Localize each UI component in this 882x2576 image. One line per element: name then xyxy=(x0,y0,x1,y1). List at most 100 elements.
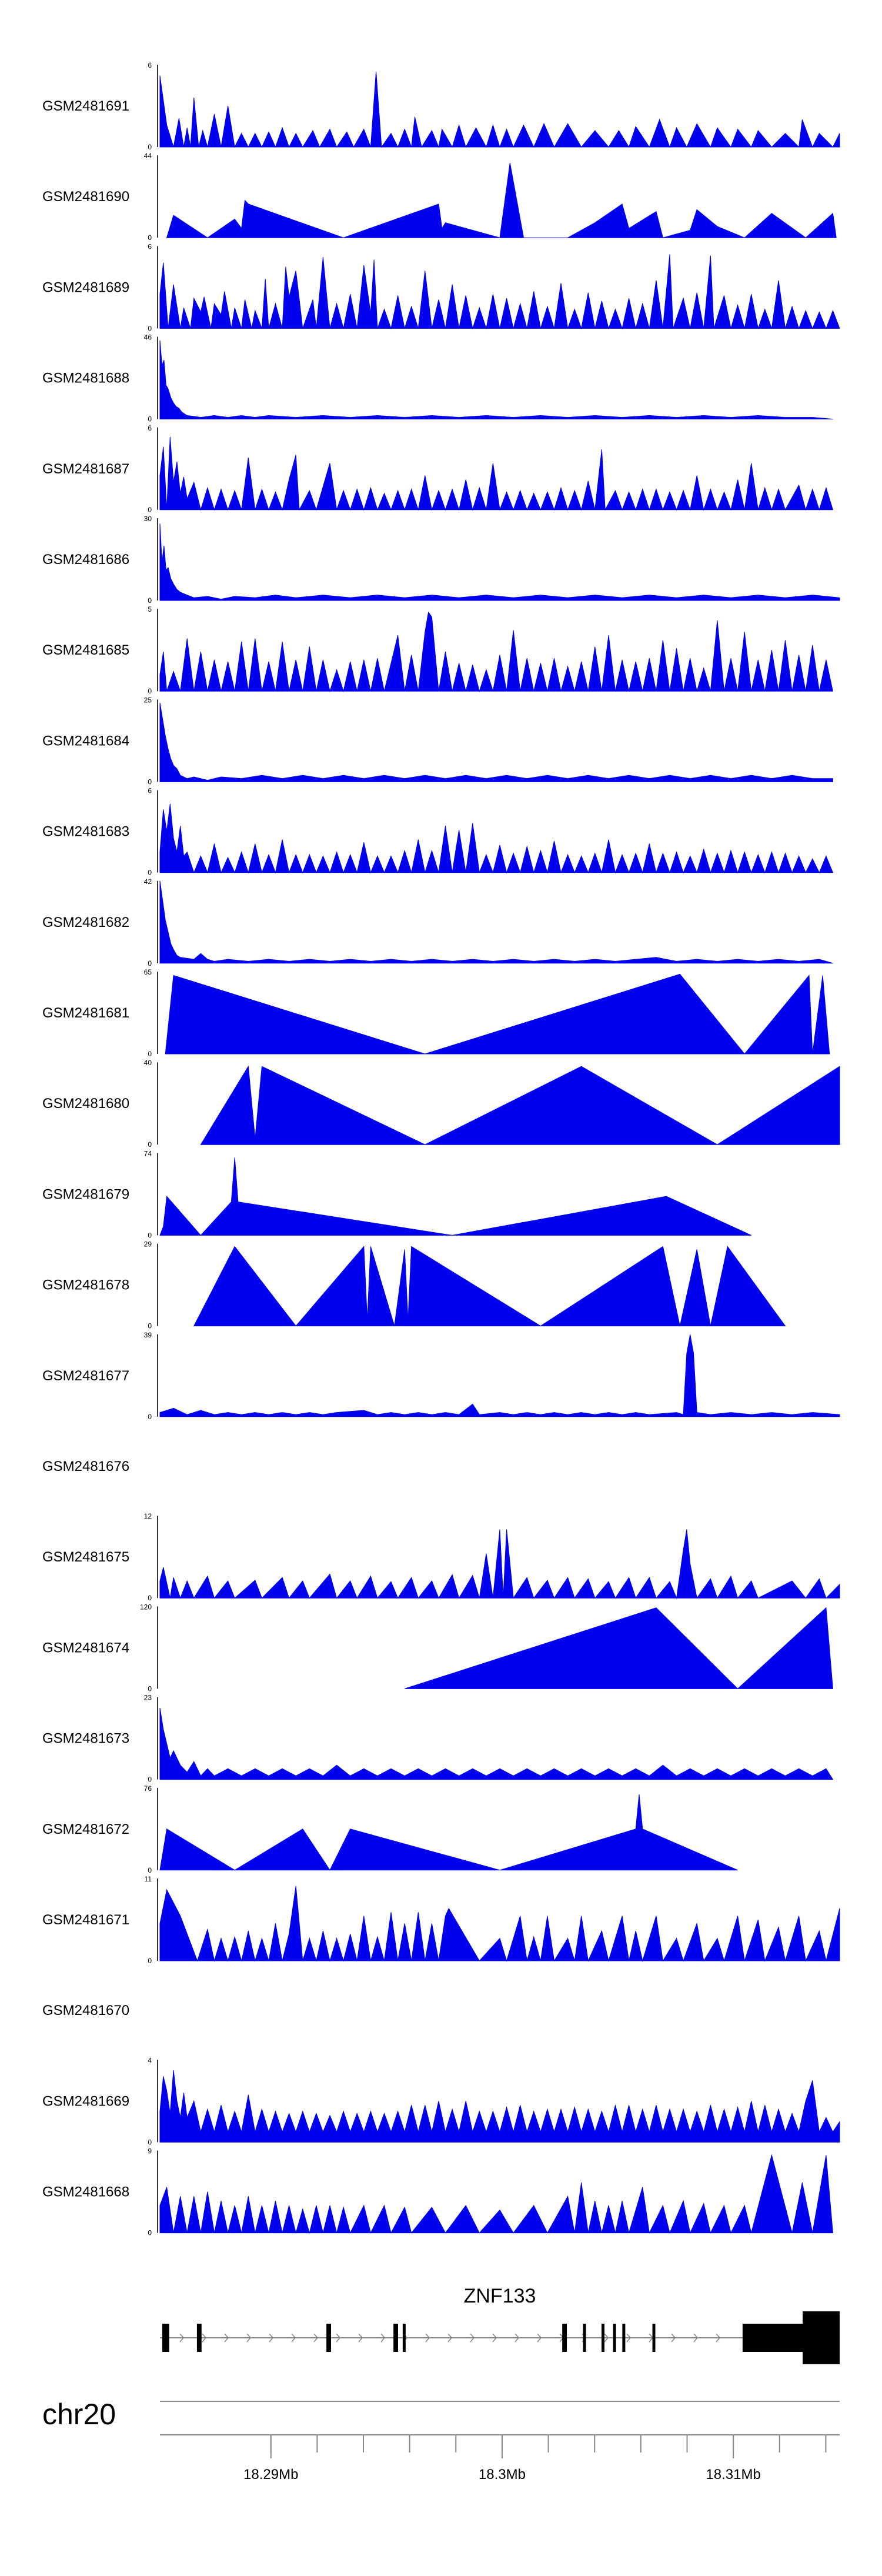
intron-arrow-icon xyxy=(693,2333,699,2343)
track-GSM2481690: GSM2481690 44 0 xyxy=(42,152,837,242)
track-GSM2481679: GSM2481679 74 0 xyxy=(42,1149,751,1239)
track-ymin-label: 0 xyxy=(148,506,152,514)
coverage-area xyxy=(159,702,833,782)
exon-block xyxy=(583,2324,586,2352)
exon-block xyxy=(162,2324,169,2352)
tick-label: 18.31Mb xyxy=(706,2467,760,2482)
track-label: GSM2481673 xyxy=(42,1731,129,1747)
track-ymin-label: 0 xyxy=(148,1594,152,1602)
track-GSM2481680: GSM2481680 40 0 xyxy=(42,1059,840,1149)
track-GSM2481688: GSM2481688 46 0 xyxy=(42,333,833,423)
coverage-tracks: GSM248169160GSM2481690440GSM248168960GSM… xyxy=(42,61,840,2237)
track-ymin-label: 0 xyxy=(148,687,152,695)
track-ymax-label: 6 xyxy=(148,242,152,251)
track-ymax-label: 42 xyxy=(144,877,152,886)
track-label: GSM2481683 xyxy=(42,824,129,840)
track-ymin-label: 0 xyxy=(148,959,152,967)
intron-arrow-icon xyxy=(716,2333,721,2343)
gene-name-label: ZNF133 xyxy=(464,2285,536,2307)
track-ymax-label: 30 xyxy=(144,515,152,523)
exon-block xyxy=(562,2324,567,2352)
coverage-area xyxy=(166,162,837,238)
exon-block xyxy=(402,2324,406,2352)
track-ymin-label: 0 xyxy=(148,869,152,877)
intron-arrow-icon xyxy=(358,2333,363,2343)
track-label: GSM2481674 xyxy=(42,1640,129,1656)
coverage-area xyxy=(159,2154,833,2234)
intron-arrow-icon xyxy=(291,2333,296,2343)
intron-arrow-icon xyxy=(470,2333,475,2343)
track-label: GSM2481678 xyxy=(42,1277,129,1293)
track-ymax-label: 6 xyxy=(148,61,152,69)
coverage-area xyxy=(159,340,833,420)
track-ymax-label: 12 xyxy=(144,1512,152,1520)
coordinate-ticks: 18.29Mb 18.3Mb 18.31Mb xyxy=(243,2435,827,2482)
track-ymax-label: 76 xyxy=(144,1784,152,1793)
track-GSM2481686: GSM2481686 30 0 xyxy=(42,515,840,605)
track-ymin-label: 0 xyxy=(148,324,152,332)
utr-block xyxy=(803,2311,840,2364)
coverage-area xyxy=(159,1157,751,1236)
track-ymax-label: 44 xyxy=(144,152,152,160)
track-GSM2481675: GSM2481675 12 0 xyxy=(42,1512,840,1602)
track-ymin-label: 0 xyxy=(148,596,152,605)
track-ymax-label: 25 xyxy=(144,696,152,704)
exon-block xyxy=(393,2324,398,2352)
intron-arrow-icon xyxy=(514,2333,520,2343)
coverage-area xyxy=(159,1707,834,1780)
tick-label: 18.3Mb xyxy=(479,2467,526,2482)
track-GSM2481671: GSM2481671 11 0 xyxy=(42,1875,840,1965)
track-GSM2481681: GSM2481681 65 0 xyxy=(42,968,830,1058)
track-GSM2481685: GSM2481685 5 0 xyxy=(42,605,834,695)
track-GSM2481668: GSM2481668 9 0 xyxy=(42,2147,833,2237)
track-ymin-label: 0 xyxy=(148,1050,152,1058)
intron-arrow-icon xyxy=(269,2333,274,2343)
track-ymax-label: 39 xyxy=(144,1331,152,1339)
track-ymax-label: 29 xyxy=(144,1240,152,1249)
utr-block xyxy=(747,2324,796,2352)
intron-arrow-icon xyxy=(626,2333,632,2343)
track-GSM2481676: GSM2481676 xyxy=(42,1459,129,1474)
track-label: GSM2481672 xyxy=(42,1821,129,1837)
intron-arrow-icon xyxy=(492,2333,497,2343)
coverage-area xyxy=(165,973,830,1055)
coverage-area xyxy=(159,1794,738,1871)
track-ymax-label: 23 xyxy=(144,1694,152,1702)
track-ymin-label: 0 xyxy=(148,233,152,242)
intron-arrow-icon xyxy=(604,2333,609,2343)
intron-arrow-icon xyxy=(537,2333,542,2343)
exon-block xyxy=(196,2324,202,2352)
tick-label: 18.29Mb xyxy=(243,2467,298,2482)
track-label: GSM2481677 xyxy=(42,1368,129,1384)
coverage-area xyxy=(159,437,834,511)
track-label: GSM2481669 xyxy=(42,2093,129,2109)
track-ymin-label: 0 xyxy=(148,1684,152,1693)
track-GSM2481674: GSM2481674 120 0 xyxy=(42,1603,833,1693)
intron-arrow-icon xyxy=(380,2333,386,2343)
track-ymin-label: 0 xyxy=(148,1957,152,1965)
track-GSM2481678: GSM2481678 29 0 xyxy=(42,1240,786,1330)
intron-direction-arrows xyxy=(179,2333,721,2343)
track-label: GSM2481676 xyxy=(42,1459,129,1474)
track-label: GSM2481680 xyxy=(42,1096,129,1112)
coverage-area xyxy=(159,523,840,601)
track-label: GSM2481690 xyxy=(42,189,129,205)
track-ymin-label: 0 xyxy=(148,415,152,423)
coverage-area xyxy=(405,1607,833,1690)
exon-block xyxy=(622,2324,626,2352)
track-label: GSM2481668 xyxy=(42,2184,129,2200)
track-ymax-label: 6 xyxy=(148,424,152,432)
track-label: GSM2481671 xyxy=(42,1912,129,1928)
track-label: GSM2481679 xyxy=(42,1186,129,1202)
exon-block xyxy=(602,2324,605,2352)
intron-arrow-icon xyxy=(224,2333,229,2343)
track-label: GSM2481685 xyxy=(42,642,129,658)
intron-arrow-icon xyxy=(246,2333,252,2343)
track-ymax-label: 5 xyxy=(148,605,152,613)
coverage-area xyxy=(159,1334,840,1417)
track-ymin-label: 0 xyxy=(148,1866,152,1874)
track-label: GSM2481681 xyxy=(42,1005,129,1021)
intron-arrow-icon xyxy=(313,2333,319,2343)
coverage-area xyxy=(159,880,833,964)
intron-arrow-icon xyxy=(336,2333,341,2343)
